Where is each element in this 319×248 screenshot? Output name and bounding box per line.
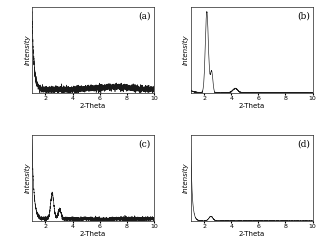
X-axis label: 2-Theta: 2-Theta	[80, 231, 106, 237]
Text: (a): (a)	[138, 12, 151, 21]
X-axis label: 2-Theta: 2-Theta	[80, 103, 106, 109]
Y-axis label: Intensity: Intensity	[24, 163, 31, 193]
Text: (c): (c)	[138, 140, 150, 149]
X-axis label: 2-Theta: 2-Theta	[239, 103, 265, 109]
Y-axis label: Intensity: Intensity	[183, 163, 189, 193]
Text: (b): (b)	[297, 12, 310, 21]
Y-axis label: Intensity: Intensity	[183, 35, 189, 65]
X-axis label: 2-Theta: 2-Theta	[239, 231, 265, 237]
Y-axis label: Intensity: Intensity	[24, 35, 31, 65]
Text: (d): (d)	[297, 140, 310, 149]
